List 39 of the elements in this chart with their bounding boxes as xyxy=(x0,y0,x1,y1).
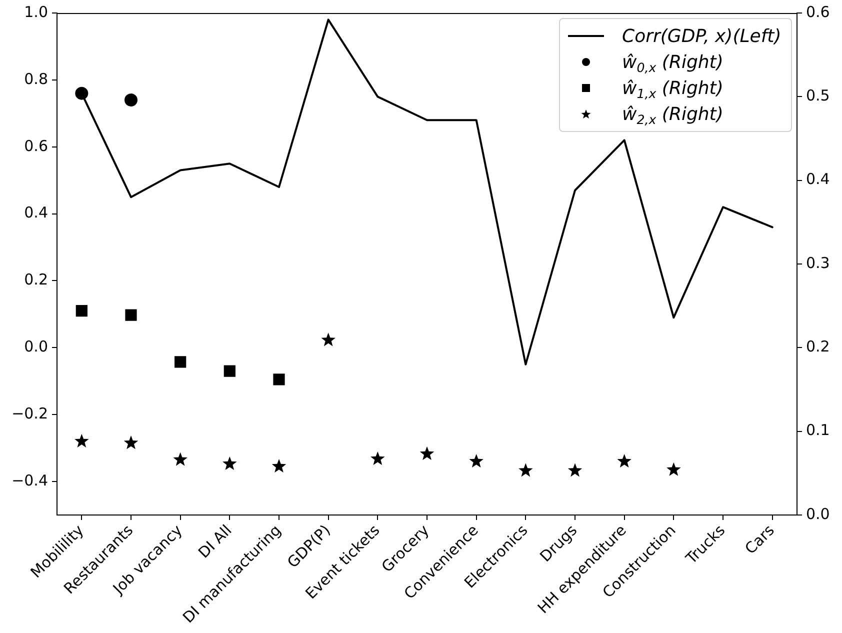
y2-tick-label: 0.5 xyxy=(806,86,830,105)
y-tick-label: 1.0 xyxy=(24,2,48,21)
point xyxy=(173,452,188,466)
y2-tick-label: 0.0 xyxy=(806,504,830,523)
point xyxy=(518,463,533,477)
point xyxy=(75,86,88,100)
point xyxy=(568,463,582,477)
point xyxy=(617,454,632,468)
point xyxy=(74,434,89,448)
y-tick-label: 0.0 xyxy=(24,338,48,356)
point xyxy=(273,374,285,386)
point xyxy=(222,456,237,470)
point xyxy=(370,451,385,466)
point xyxy=(125,309,137,321)
point xyxy=(321,332,336,346)
point xyxy=(224,365,236,377)
y2-tick-label: 0.3 xyxy=(806,254,830,272)
point xyxy=(174,356,186,368)
point xyxy=(666,462,681,476)
y2-tick-label: 0.4 xyxy=(806,170,830,188)
y-tick-label: 0.2 xyxy=(24,270,48,289)
y-tick-label: 0.4 xyxy=(24,204,48,222)
y2-tick-label: 0.1 xyxy=(806,421,830,440)
point xyxy=(76,305,88,317)
y-tick-label: −0.4 xyxy=(12,471,48,490)
y2-tick-label: 0.6 xyxy=(806,2,830,21)
point xyxy=(124,94,138,107)
y-tick-label: 0.6 xyxy=(24,136,48,155)
y-tick-label: −0.2 xyxy=(12,404,48,422)
point xyxy=(420,446,434,460)
y-tick-label: 0.8 xyxy=(24,70,48,88)
legend-label: Corr(GDP, x)(Left) xyxy=(622,26,782,46)
y2-tick-label: 0.2 xyxy=(806,338,830,356)
legend-label: ŵ$_{1,x}$ (Right) xyxy=(622,78,724,100)
point xyxy=(469,454,484,468)
point xyxy=(124,436,138,450)
legend-label: ŵ$_{0,x}$ (Right) xyxy=(622,52,724,74)
legend-label: ŵ$_{2,x}$ (Right) xyxy=(622,104,724,126)
point xyxy=(272,458,286,473)
